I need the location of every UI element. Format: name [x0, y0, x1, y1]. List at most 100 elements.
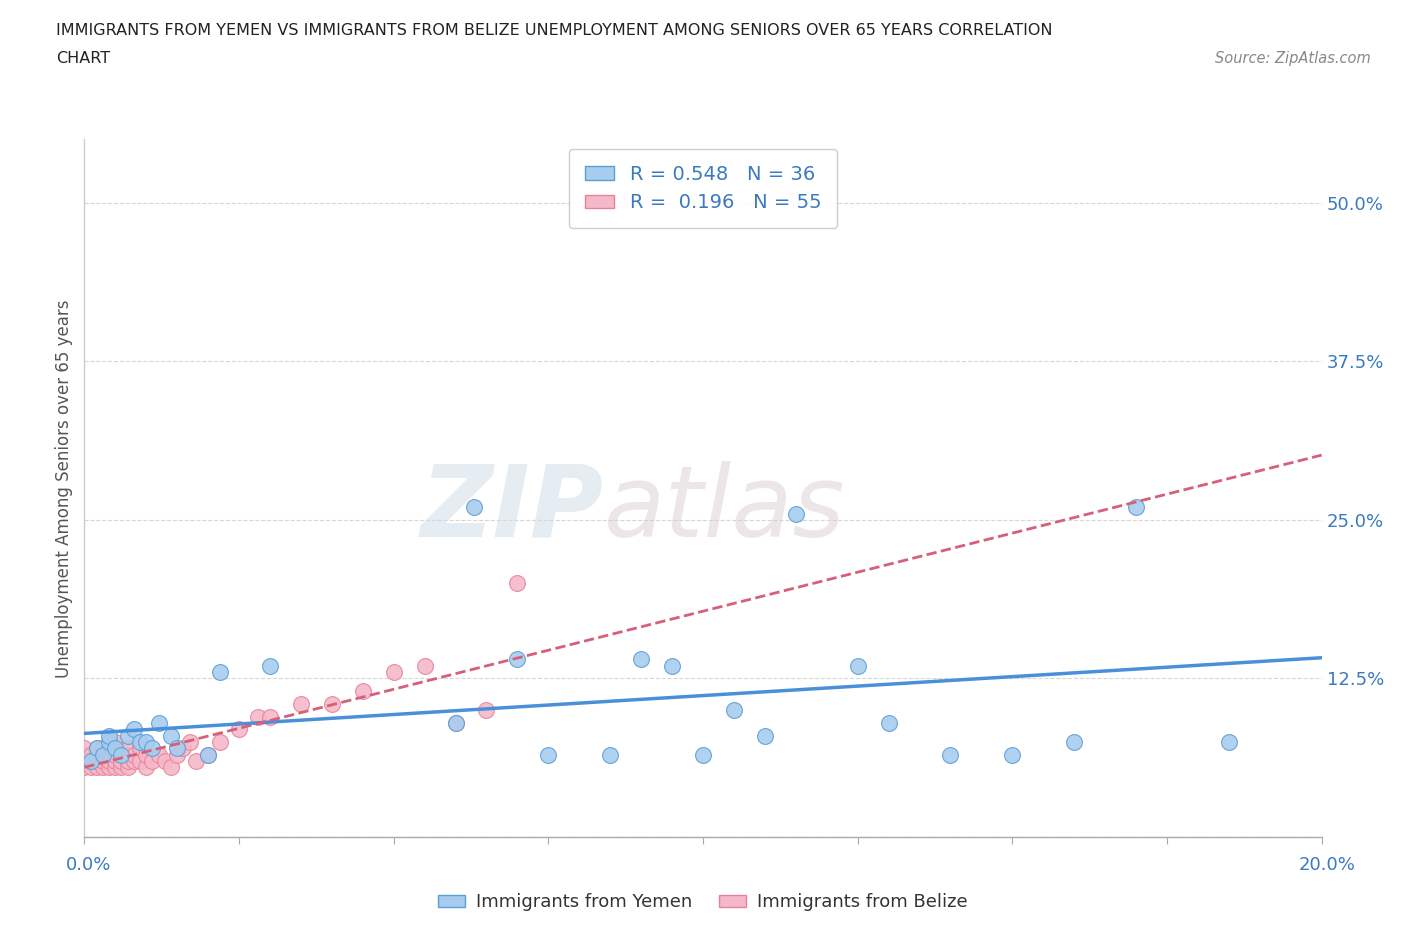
Point [122, 753, 145, 768]
Point [444, 715, 467, 730]
Point [537, 747, 560, 762]
Point [1001, 747, 1024, 762]
Text: 0.0%: 0.0% [66, 856, 111, 873]
Point [228, 722, 250, 737]
Point [91, 741, 114, 756]
Point [79, 753, 101, 768]
Point [630, 652, 652, 667]
Point [104, 753, 127, 768]
Point [661, 658, 683, 673]
Point [444, 715, 467, 730]
Point [352, 684, 374, 698]
Point [129, 753, 152, 768]
Point [259, 658, 281, 673]
Point [259, 709, 281, 724]
Point [129, 735, 152, 750]
Point [599, 747, 621, 762]
Point [723, 703, 745, 718]
Point [117, 760, 139, 775]
Point [141, 741, 163, 756]
Point [98, 728, 121, 743]
Text: ZIP: ZIP [420, 460, 605, 558]
Point [110, 753, 132, 768]
Point [1125, 499, 1147, 514]
Text: Source: ZipAtlas.com: Source: ZipAtlas.com [1215, 51, 1371, 66]
Y-axis label: Unemployment Among Seniors over 65 years: Unemployment Among Seniors over 65 years [55, 299, 73, 677]
Point [79, 747, 101, 762]
Point [197, 747, 219, 762]
Point [86, 741, 108, 756]
Text: 20.0%: 20.0% [1299, 856, 1355, 873]
Point [463, 499, 485, 514]
Point [91, 760, 114, 775]
Point [785, 506, 807, 521]
Point [1218, 735, 1240, 750]
Point [86, 741, 108, 756]
Point [122, 747, 145, 762]
Text: CHART: CHART [56, 51, 110, 66]
Point [172, 741, 194, 756]
Point [129, 741, 152, 756]
Point [104, 747, 127, 762]
Point [197, 747, 219, 762]
Text: IMMIGRANTS FROM YEMEN VS IMMIGRANTS FROM BELIZE UNEMPLOYMENT AMONG SENIORS OVER : IMMIGRANTS FROM YEMEN VS IMMIGRANTS FROM… [56, 23, 1053, 38]
Point [117, 728, 139, 743]
Point [166, 741, 188, 756]
Point [939, 747, 962, 762]
Point [98, 735, 121, 750]
Point [141, 753, 163, 768]
Point [79, 760, 101, 775]
Point [692, 747, 714, 762]
Point [754, 728, 776, 743]
Point [104, 760, 127, 775]
Point [73, 753, 96, 768]
Point [86, 760, 108, 775]
Point [117, 753, 139, 768]
Point [110, 743, 132, 758]
Point [475, 703, 498, 718]
Point [135, 747, 157, 762]
Point [91, 753, 114, 768]
Point [209, 735, 232, 750]
Point [209, 665, 232, 680]
Point [73, 760, 96, 775]
Point [91, 747, 114, 762]
Point [290, 697, 312, 711]
Point [73, 741, 96, 756]
Point [877, 715, 900, 730]
Point [79, 753, 101, 768]
Point [506, 576, 529, 591]
Point [246, 709, 269, 724]
Point [98, 760, 121, 775]
Point [104, 741, 127, 756]
Legend: Immigrants from Yemen, Immigrants from Belize: Immigrants from Yemen, Immigrants from B… [430, 886, 976, 919]
Point [86, 747, 108, 762]
Point [91, 747, 114, 762]
Point [122, 722, 145, 737]
Point [117, 741, 139, 756]
Point [382, 665, 405, 680]
Point [153, 753, 176, 768]
Point [160, 760, 183, 775]
Point [104, 735, 127, 750]
Point [166, 747, 188, 762]
Point [321, 697, 343, 711]
Text: atlas: atlas [605, 460, 845, 558]
Point [110, 747, 132, 762]
Point [135, 760, 157, 775]
Point [110, 760, 132, 775]
Point [135, 735, 157, 750]
Point [73, 747, 96, 762]
Point [846, 658, 869, 673]
Point [160, 728, 183, 743]
Point [179, 735, 201, 750]
Point [148, 747, 170, 762]
Point [98, 753, 121, 768]
Point [86, 753, 108, 768]
Point [184, 753, 207, 768]
Point [148, 715, 170, 730]
Point [1063, 735, 1085, 750]
Point [98, 741, 121, 756]
Point [506, 652, 529, 667]
Point [413, 658, 436, 673]
